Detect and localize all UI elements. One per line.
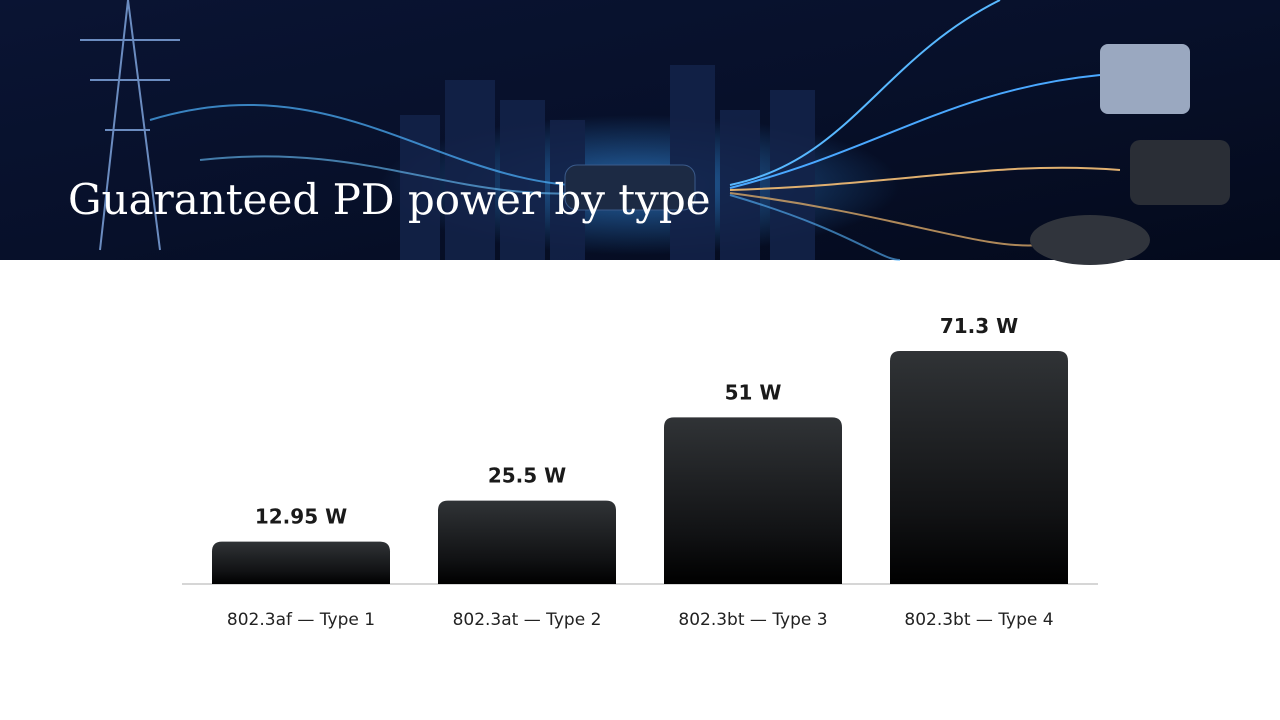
value-label: 51 W <box>725 380 782 404</box>
header-banner: Guaranteed PD power by type <box>0 0 1280 265</box>
bar <box>890 350 1068 584</box>
bar <box>664 417 842 584</box>
x-tick-label: 802.3af — Type 1 <box>227 610 375 630</box>
bar <box>212 541 390 584</box>
x-tick-label: 802.3bt — Type 3 <box>678 610 827 630</box>
slide-title: Guaranteed PD power by type <box>68 175 711 224</box>
value-label: 25.5 W <box>488 464 566 488</box>
x-tick-label: 802.3bt — Type 4 <box>904 610 1053 630</box>
bar <box>438 500 616 584</box>
x-tick-label: 802.3at — Type 2 <box>453 610 602 630</box>
value-label: 71.3 W <box>940 314 1018 338</box>
value-label: 12.95 W <box>255 505 347 529</box>
